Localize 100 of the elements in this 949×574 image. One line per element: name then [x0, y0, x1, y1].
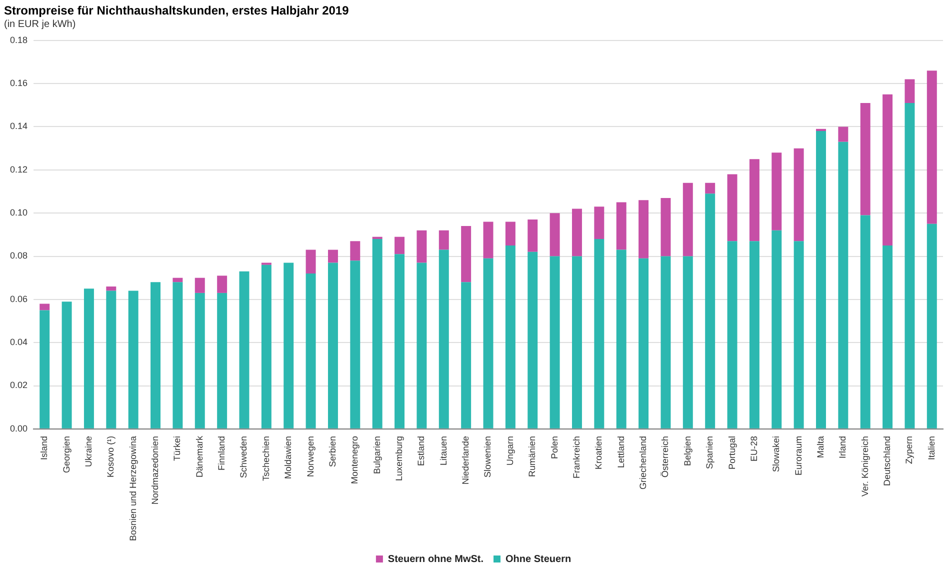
- bar: [794, 148, 804, 242]
- x-tick-label: Bulgarien: [372, 436, 382, 474]
- x-tick-label: Deutschland: [882, 436, 892, 486]
- bar: [904, 79, 915, 103]
- bar: [194, 292, 205, 428]
- x-tick-label: Niederlande: [460, 436, 471, 484]
- x-tick-label: Nordmazedonien: [150, 436, 160, 504]
- bar: [572, 208, 582, 256]
- bar: [882, 94, 893, 246]
- x-tick-label: Frankreich: [571, 436, 582, 478]
- bar: [616, 250, 626, 428]
- x-tick-label: Euroraum: [793, 436, 804, 476]
- bar: [438, 230, 449, 250]
- x-tick-label: Ukraine: [83, 436, 94, 467]
- bar: [106, 290, 116, 428]
- x-tick-label: Rumänien: [527, 436, 538, 477]
- bar: [638, 200, 649, 258]
- x-tick-label: Estland: [416, 436, 426, 466]
- bar: [128, 290, 138, 428]
- bar: [528, 220, 538, 252]
- x-tick-label: Finnland: [216, 436, 227, 470]
- bar: [84, 288, 94, 428]
- bar: [217, 276, 228, 293]
- x-tick-label: Belgien: [682, 436, 692, 466]
- bar: [461, 282, 472, 428]
- x-tick-label: Slowakei: [771, 436, 782, 472]
- x-tick-label: Slowenien: [482, 436, 493, 478]
- y-tick-label: 0.18: [10, 34, 28, 45]
- bar: [40, 304, 50, 310]
- x-tick-label: Luxemburg: [394, 436, 404, 481]
- legend-label: Ohne Steuern: [506, 554, 572, 565]
- bar: [749, 159, 760, 242]
- x-tick-label: Irland: [838, 436, 848, 458]
- bar: [306, 250, 316, 274]
- chart-title: Strompreise für Nichthaushaltskunden, erstes Halbjahr 2019: [4, 4, 350, 18]
- bar: [926, 70, 937, 224]
- x-tick-label: Georgien: [61, 436, 72, 473]
- bar: [350, 241, 360, 261]
- bar: [638, 258, 649, 428]
- bar: [572, 256, 582, 428]
- bar: [882, 245, 893, 428]
- bar: [660, 256, 671, 428]
- bar: [62, 302, 72, 428]
- x-tick-label: Lettland: [616, 436, 626, 468]
- x-tick-label: Spanien: [704, 436, 715, 469]
- bar: [772, 230, 782, 428]
- bar: [816, 131, 826, 428]
- x-tick-label: Norwegen: [305, 436, 316, 477]
- bar: [172, 282, 183, 428]
- bar: [594, 206, 604, 239]
- x-tick-label: Schweden: [238, 436, 249, 478]
- bar: [350, 260, 360, 428]
- bar: [926, 224, 937, 428]
- bar: [616, 202, 626, 250]
- bar: [239, 271, 250, 428]
- bar: [682, 256, 693, 428]
- bar: [150, 282, 161, 428]
- bar: [261, 264, 272, 428]
- bar: [727, 241, 738, 428]
- x-tick-label: Tschechien: [260, 436, 271, 481]
- x-tick-label: EU-28: [748, 436, 759, 462]
- bar: [284, 262, 294, 428]
- bar: [749, 241, 760, 428]
- y-tick-label: 0.12: [10, 164, 28, 174]
- bar: [483, 222, 494, 258]
- bar: [172, 278, 183, 282]
- bar: [416, 262, 427, 428]
- bar: [394, 236, 405, 254]
- x-tick-label: Italien: [926, 436, 936, 460]
- bar: [594, 238, 604, 428]
- bar: [106, 286, 116, 291]
- x-tick-label: Kroatien: [594, 436, 604, 470]
- bar: [794, 241, 804, 428]
- bar: [860, 102, 870, 216]
- x-tick-label: Kosovo (¹): [106, 436, 116, 478]
- bar: [194, 278, 205, 293]
- bar: [550, 256, 560, 428]
- x-tick-label: Türkei: [172, 436, 182, 461]
- chart-subtitle: (in EUR je kWh): [4, 19, 76, 30]
- bar: [705, 194, 716, 428]
- y-tick-label: 0.08: [10, 250, 28, 261]
- x-tick-label: Malta: [815, 436, 826, 458]
- x-tick-label: Griechenland: [638, 436, 648, 490]
- bar: [660, 198, 671, 256]
- x-tick-label: Bosnien und Herzegowina: [128, 436, 138, 542]
- bar: [416, 230, 427, 263]
- bar: [483, 258, 494, 428]
- x-tick-label: Ungarn: [504, 436, 515, 466]
- bar: [505, 222, 516, 246]
- y-tick-label: 0.00: [10, 423, 28, 434]
- bar: [816, 128, 826, 132]
- y-tick-label: 0.14: [10, 121, 28, 132]
- bar: [328, 262, 338, 428]
- bar: [438, 250, 449, 428]
- bar: [860, 215, 870, 428]
- x-tick-label: Österreich: [660, 436, 670, 478]
- bar: [306, 274, 316, 428]
- bar: [727, 174, 738, 242]
- bar: [838, 142, 848, 428]
- y-tick-label: 0.04: [10, 337, 28, 348]
